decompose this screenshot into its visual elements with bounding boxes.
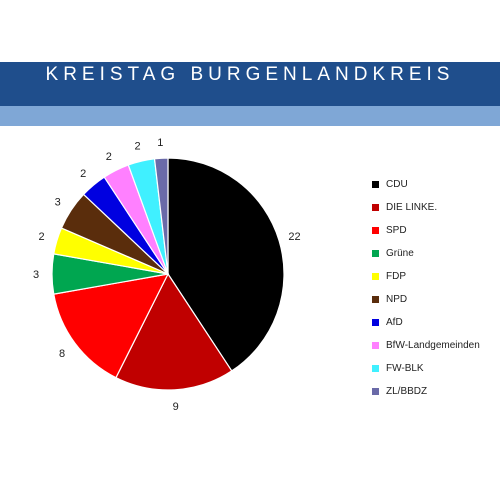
legend-label: Grüne [386,248,414,259]
legend-item: CDU [372,173,480,196]
pie-slice-die-linke- [115,272,233,391]
legend-label: BfW-Landgemeinden [386,340,480,351]
legend-item: Grüne [372,242,480,265]
legend-swatch [372,204,379,211]
data-label: 8 [59,348,65,360]
legend-label: SPD [386,225,407,236]
data-label: 1 [157,137,163,149]
header-subbanner [0,106,500,126]
legend-item: BfW-Landgemeinden [372,334,480,357]
legend-label: CDU [386,179,408,190]
legend-swatch [372,296,379,303]
legend-item: FW-BLK [372,357,480,380]
legend-label: NPD [386,294,408,305]
data-label: 2 [134,141,140,153]
legend-label: DIE LINKE. [386,202,438,213]
data-label: 3 [55,196,61,208]
legend-label: FW-BLK [386,363,424,374]
data-label: 22 [288,231,300,243]
page-title: KREISTAG BURGENLANDKREIS [45,64,455,85]
data-label: 3 [33,269,39,281]
pie-slice-spd [53,273,170,379]
legend-item: AfD [372,311,480,334]
legend-item: DIE LINKE. [372,196,480,219]
legend-label: FDP [386,271,406,282]
legend-swatch [372,227,379,234]
legend-label: AfD [386,317,403,328]
data-label: 9 [173,401,179,413]
legend-swatch [372,319,379,326]
legend-swatch [372,388,379,395]
header-banner: KREISTAG BURGENLANDKREIS [0,62,500,106]
legend-item: SPD [372,219,480,242]
legend-swatch [372,342,379,349]
legend-item: ZL/BBDZ [372,380,480,403]
legend-swatch [372,250,379,257]
legend-label: ZL/BBDZ [386,386,428,397]
legend-item: NPD [372,288,480,311]
data-label: 2 [80,168,86,180]
legend-swatch [372,365,379,372]
legend-swatch [372,273,379,280]
legend-swatch [372,181,379,188]
legend-item: FDP [372,265,480,288]
pie-slice-zl-bbdz [153,157,169,275]
data-label: 2 [38,231,44,243]
data-label: 2 [106,151,112,163]
chart-legend: CDU DIE LINKE. SPD Grüne FDP NPD AfD BfW-Landge… [372,173,480,403]
